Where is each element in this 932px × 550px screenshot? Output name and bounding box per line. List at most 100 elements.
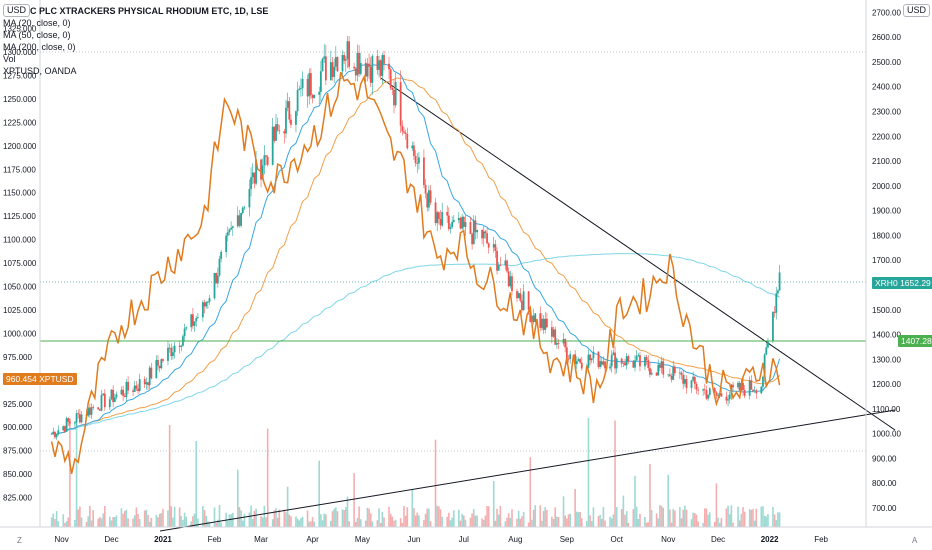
candle-body xyxy=(715,392,718,396)
candle-body xyxy=(69,421,71,424)
volume-bar xyxy=(416,512,419,527)
candle-body xyxy=(205,302,208,307)
candle-body xyxy=(343,55,346,61)
candle-body xyxy=(486,233,488,244)
candle-body xyxy=(65,418,68,432)
candle-body xyxy=(285,107,287,134)
candle-body xyxy=(123,395,126,397)
candle-body xyxy=(662,361,665,375)
volume-bar xyxy=(265,517,267,527)
candle-body xyxy=(403,131,405,133)
candle-body xyxy=(78,414,81,423)
compare-legend[interactable]: XPTUSD, OANDA xyxy=(3,66,77,76)
left-tick-label: 1325.000 xyxy=(3,25,37,34)
candle-body xyxy=(203,302,206,307)
volume-bar xyxy=(388,506,390,527)
volume-bar xyxy=(389,513,392,527)
auto-scale-corner[interactable]: A xyxy=(912,536,918,545)
trendlines[interactable] xyxy=(159,77,896,532)
candle-body xyxy=(778,272,781,291)
volume-bar xyxy=(207,521,209,527)
candle-body xyxy=(660,361,663,368)
candle-body xyxy=(775,293,778,313)
volume-bar xyxy=(120,508,123,527)
left-currency-button[interactable]: USD xyxy=(3,4,31,17)
volume-bar xyxy=(672,509,675,527)
candle-body xyxy=(371,56,374,83)
volume-bar xyxy=(695,514,698,527)
volume-bar xyxy=(158,514,161,527)
volume-bar xyxy=(109,516,111,527)
candle-body xyxy=(441,212,444,226)
candle-body xyxy=(271,126,274,165)
time-tick-label: Oct xyxy=(610,535,623,544)
volume-bar xyxy=(644,516,646,527)
right-currency-button[interactable]: USD xyxy=(903,4,931,17)
candle-body xyxy=(614,352,616,369)
right-tick-label: 2000.00 xyxy=(872,182,901,191)
volume-bar xyxy=(532,509,535,527)
volume-bar xyxy=(99,517,101,527)
candle-body xyxy=(587,354,590,368)
volume-bar xyxy=(762,506,764,527)
horizontal-line[interactable] xyxy=(40,281,866,342)
volume-bar xyxy=(218,505,221,527)
candle-body xyxy=(610,354,613,367)
candle-body xyxy=(516,291,518,299)
volume-bar xyxy=(534,505,537,527)
volume-bar xyxy=(300,518,302,527)
zoom-corner[interactable]: Z xyxy=(17,536,22,545)
candle-body xyxy=(476,230,478,233)
candle-body xyxy=(57,430,60,435)
volume-bar xyxy=(298,520,301,527)
candle-body xyxy=(542,318,545,330)
candle-body xyxy=(356,52,359,76)
candle-body xyxy=(376,56,379,70)
candle-body xyxy=(206,301,209,303)
volume-bar xyxy=(484,515,487,527)
candle-body xyxy=(185,327,188,329)
volume-bar xyxy=(674,510,676,527)
volume-bar xyxy=(692,512,694,527)
ma20-legend[interactable]: MA (20, close, 0) xyxy=(3,18,71,28)
volume-bar xyxy=(89,505,91,527)
candle-body xyxy=(682,375,685,384)
candle-body xyxy=(449,227,452,229)
candle-body xyxy=(238,215,241,226)
volume-bar xyxy=(727,505,729,527)
candle-body xyxy=(742,383,744,390)
volume-bar xyxy=(335,507,337,527)
left-tick-label: 875.000 xyxy=(3,447,32,456)
time-tick-label: Jun xyxy=(407,535,420,544)
candle-body xyxy=(750,380,753,390)
candle-body xyxy=(697,389,700,391)
volume-bar xyxy=(195,440,198,527)
ma200-legend[interactable]: MA (200, close, 0) xyxy=(3,42,76,52)
time-tick-label: Feb xyxy=(208,535,222,544)
volume-bar xyxy=(213,507,216,527)
candle-body xyxy=(112,389,115,403)
right-tick-label: 2300.00 xyxy=(872,108,901,117)
volume-bar xyxy=(546,509,548,527)
volume-bar xyxy=(720,518,723,527)
volume-bar xyxy=(624,514,626,527)
candle-body xyxy=(624,362,626,366)
symbol-title[interactable]: DB ETC PLC XTRACKERS PHYSICAL RHODIUM ET… xyxy=(3,6,269,16)
candle-body xyxy=(527,291,530,310)
candle-body xyxy=(241,207,244,213)
volume-bar xyxy=(74,519,76,527)
ma50-legend[interactable]: MA (50, close, 0) xyxy=(3,30,71,40)
candle-body xyxy=(544,318,547,330)
candle-body xyxy=(655,372,658,376)
candle-body xyxy=(290,119,292,125)
candle-body xyxy=(650,372,653,375)
volume-bar xyxy=(423,519,425,527)
volume-bar xyxy=(738,520,741,527)
volume-bar xyxy=(418,515,420,527)
candle-body xyxy=(215,272,218,284)
volume-legend[interactable]: Vol xyxy=(3,54,16,64)
candle-body xyxy=(413,145,415,156)
volume-bar xyxy=(684,505,686,527)
